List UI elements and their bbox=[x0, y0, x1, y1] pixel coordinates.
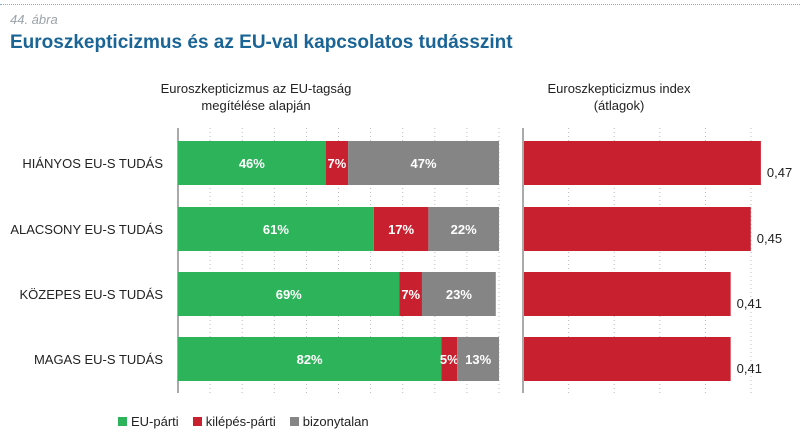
index-bar-data-label: 0,45 bbox=[757, 231, 782, 246]
stacked-bar-segment bbox=[441, 337, 458, 381]
legend-swatch bbox=[289, 417, 299, 426]
legend-swatch bbox=[192, 417, 202, 426]
legend-label: EU-párti bbox=[131, 414, 179, 429]
stacked-bar-data-label: 5% bbox=[440, 352, 459, 367]
stacked-bar-data-label: 17% bbox=[388, 222, 414, 237]
stacked-bar-segment bbox=[421, 272, 496, 316]
stacked-bar-data-label: 13% bbox=[465, 352, 491, 367]
legend-label: kilépés-párti bbox=[205, 414, 276, 429]
stacked-bar-data-label: 69% bbox=[276, 287, 302, 302]
stacked-bar-segment bbox=[373, 207, 429, 251]
legend-item: EU-párti bbox=[118, 414, 179, 429]
stacked-panel-title-line: Euroszkepticizmus az EU-tagság bbox=[161, 81, 352, 96]
stacked-bar-segment bbox=[178, 141, 326, 185]
stacked-bar-segment bbox=[457, 337, 499, 381]
stacked-bar-segment bbox=[348, 141, 499, 185]
stacked-bar-data-label: 61% bbox=[263, 222, 289, 237]
figure-number: 44. ábra bbox=[10, 12, 58, 27]
legend-swatch bbox=[118, 417, 127, 426]
category-label: KÖZEPES EU-S TUDÁS bbox=[19, 287, 163, 302]
stacked-bar-data-label: 47% bbox=[411, 156, 437, 171]
stacked-bar-segment bbox=[325, 141, 349, 185]
stacked-bar-segment bbox=[178, 207, 374, 251]
stacked-bar-data-label: 23% bbox=[446, 287, 472, 302]
stacked-bar-data-label: 82% bbox=[297, 352, 323, 367]
top-rule bbox=[0, 4, 800, 5]
index-bar bbox=[524, 207, 751, 251]
stacked-bar-data-label: 7% bbox=[401, 287, 420, 302]
legend-label: bizonytalan bbox=[302, 414, 369, 429]
category-label: MAGAS EU-S TUDÁS bbox=[34, 352, 163, 367]
index-panel-title-line: (átlagok) bbox=[594, 98, 645, 113]
figure-title: Euroszkepticizmus és az EU-val kapcsolat… bbox=[10, 32, 513, 53]
stacked-bar-segment bbox=[428, 207, 499, 251]
index-bar bbox=[524, 272, 731, 316]
stacked-panel-title-line: megítélése alapján bbox=[201, 98, 310, 113]
index-panel-title-line: Euroszkepticizmus index bbox=[547, 81, 691, 96]
stacked-bar-segment bbox=[178, 337, 442, 381]
index-bar-data-label: 0,41 bbox=[737, 361, 762, 376]
category-label: HIÁNYOS EU-S TUDÁS bbox=[22, 156, 163, 171]
stacked-bar-data-label: 46% bbox=[239, 156, 265, 171]
category-label: ALACSONY EU-S TUDÁS bbox=[10, 222, 163, 237]
index-bar bbox=[524, 141, 761, 185]
stacked-bar-segment bbox=[178, 272, 400, 316]
legend-item: bizonytalan bbox=[289, 414, 369, 429]
stacked-bar-data-label: 7% bbox=[327, 156, 346, 171]
stacked-bar-segment bbox=[399, 272, 422, 316]
index-bar-data-label: 0,47 bbox=[767, 165, 792, 180]
stacked-bar-data-label: 22% bbox=[451, 222, 477, 237]
index-bar-data-label: 0,41 bbox=[737, 296, 762, 311]
index-bar bbox=[524, 337, 731, 381]
legend-item: kilépés-párti bbox=[192, 414, 276, 429]
legend: EU-párti kilépés-párti bizonytalan bbox=[118, 414, 369, 429]
